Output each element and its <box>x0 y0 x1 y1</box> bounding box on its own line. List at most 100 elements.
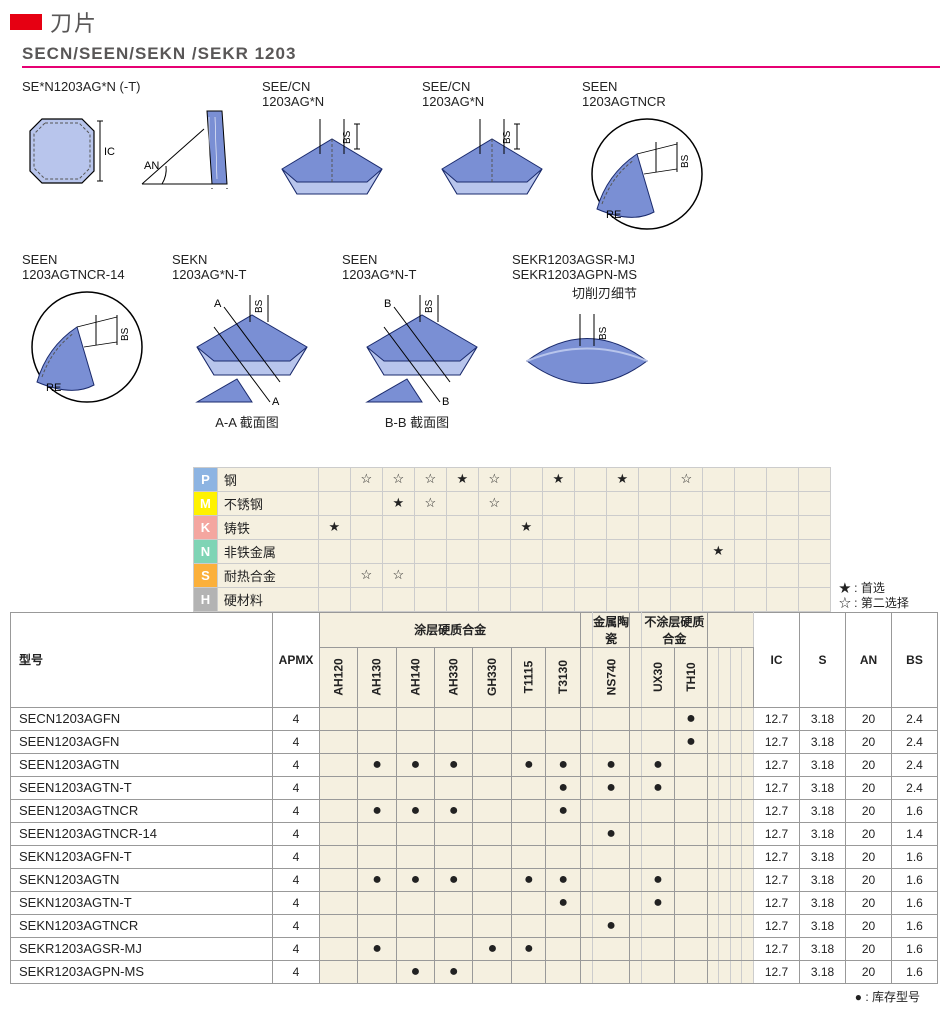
diagram-svg: B B BS <box>342 287 492 410</box>
star-cell <box>542 563 574 587</box>
cell-grade: ● <box>592 914 630 937</box>
star-cell <box>382 515 414 539</box>
cell-apmx: 4 <box>273 891 320 914</box>
star-cell <box>510 587 542 611</box>
star-cell <box>478 563 510 587</box>
star-cell: ☆ <box>350 467 382 491</box>
cell-dim: 1.6 <box>892 868 938 891</box>
star-cell <box>574 515 606 539</box>
star-cell: ☆ <box>478 467 510 491</box>
cell-grade: ● <box>546 799 581 822</box>
cell-grade: ● <box>358 753 396 776</box>
cell-grade <box>674 845 707 868</box>
cell-grade <box>473 960 512 983</box>
cell-grade <box>641 707 674 730</box>
cell-grade <box>707 753 719 776</box>
svg-text:BS: BS <box>342 130 353 144</box>
star-cell <box>734 539 766 563</box>
cell-model: SEEN1203AGTNCR <box>11 799 273 822</box>
cell-grade <box>592 707 630 730</box>
cell-dim: 2.4 <box>892 776 938 799</box>
cell-grade <box>641 914 674 937</box>
cell-grade <box>719 776 731 799</box>
star-cell <box>670 491 702 515</box>
cell-dim: 12.7 <box>754 868 800 891</box>
material-name: 不锈钢 <box>217 491 318 515</box>
cell-grade <box>581 799 593 822</box>
diagram-caption: A-A 截面图 <box>172 412 322 431</box>
cell-dim: 1.6 <box>892 891 938 914</box>
svg-text:BS: BS <box>424 299 435 313</box>
table-row: SEEN1203AGTNCR4●●●●12.73.18201.6 <box>11 799 938 822</box>
col-grade: AH140 <box>396 647 434 707</box>
cell-dim: 20 <box>846 707 892 730</box>
cell-grade <box>742 937 754 960</box>
star-cell <box>670 515 702 539</box>
cell-grade <box>512 891 546 914</box>
legend-solid: ★ : 首选 <box>839 581 909 597</box>
star-cell <box>510 539 542 563</box>
table-row: SEKN1203AGTN4●●●●●●12.73.18201.6 <box>11 868 938 891</box>
group-header: 金属陶瓷 <box>592 612 630 647</box>
cell-grade <box>719 730 731 753</box>
cell-grade <box>742 891 754 914</box>
cell-grade <box>707 707 719 730</box>
cell-dim: 12.7 <box>754 730 800 753</box>
cell-dim: 1.6 <box>892 845 938 868</box>
diagram-label: SEEN1203AGTNCR <box>582 80 666 110</box>
cell-grade: ● <box>358 868 396 891</box>
cell-dim: 3.18 <box>800 891 846 914</box>
cell-grade <box>674 753 707 776</box>
cell-apmx: 4 <box>273 776 320 799</box>
star-cell: ★ <box>510 515 542 539</box>
table-row: SEEN1203AGTNCR-144●12.73.18201.4 <box>11 822 938 845</box>
star-cell: ★ <box>606 467 638 491</box>
cell-dim: 20 <box>846 730 892 753</box>
star-cell: ★ <box>542 467 574 491</box>
star-cell <box>606 491 638 515</box>
cell-grade <box>512 799 546 822</box>
cell-grade <box>592 845 630 868</box>
star-cell <box>734 587 766 611</box>
cell-apmx: 4 <box>273 799 320 822</box>
cell-dim: 12.7 <box>754 937 800 960</box>
star-cell <box>638 491 670 515</box>
cell-model: SEKR1203AGPN-MS <box>11 960 273 983</box>
cell-grade <box>641 730 674 753</box>
col-grade <box>719 647 731 707</box>
col-dim: IC <box>754 612 800 707</box>
cell-grade <box>730 822 742 845</box>
star-cell: ☆ <box>382 563 414 587</box>
star-cell <box>318 491 350 515</box>
col-grade: GH330 <box>473 647 512 707</box>
star-cell <box>414 587 446 611</box>
cell-grade <box>592 960 630 983</box>
svg-text:BS: BS <box>598 326 609 340</box>
cell-grade <box>742 753 754 776</box>
star-cell <box>510 563 542 587</box>
cell-grade <box>358 891 396 914</box>
diagram-caption: B-B 截面图 <box>342 412 492 431</box>
cell-grade: ● <box>641 776 674 799</box>
cell-grade <box>512 914 546 937</box>
cell-grade: ● <box>592 776 630 799</box>
cell-grade <box>719 891 731 914</box>
cell-grade <box>730 845 742 868</box>
col-grade <box>630 647 642 707</box>
cell-grade <box>546 707 581 730</box>
cell-apmx: 4 <box>273 845 320 868</box>
star-cell <box>414 539 446 563</box>
diagram-svg: RE BS <box>582 114 712 237</box>
diagram-cell: SEEN1203AGTNCR RE BS <box>582 80 712 237</box>
cell-grade <box>630 753 642 776</box>
cell-grade <box>641 960 674 983</box>
star-cell <box>798 563 830 587</box>
cell-model: SEEN1203AGFN <box>11 730 273 753</box>
table-row: SEEN1203AGTN-T4●●●12.73.18202.4 <box>11 776 938 799</box>
cell-model: SEEN1203AGTN-T <box>11 776 273 799</box>
group-header <box>581 612 593 647</box>
cell-model: SECN1203AGFN <box>11 707 273 730</box>
cell-grade <box>674 891 707 914</box>
star-cell <box>702 491 734 515</box>
diagram-svg: IC AN S <box>22 99 242 189</box>
